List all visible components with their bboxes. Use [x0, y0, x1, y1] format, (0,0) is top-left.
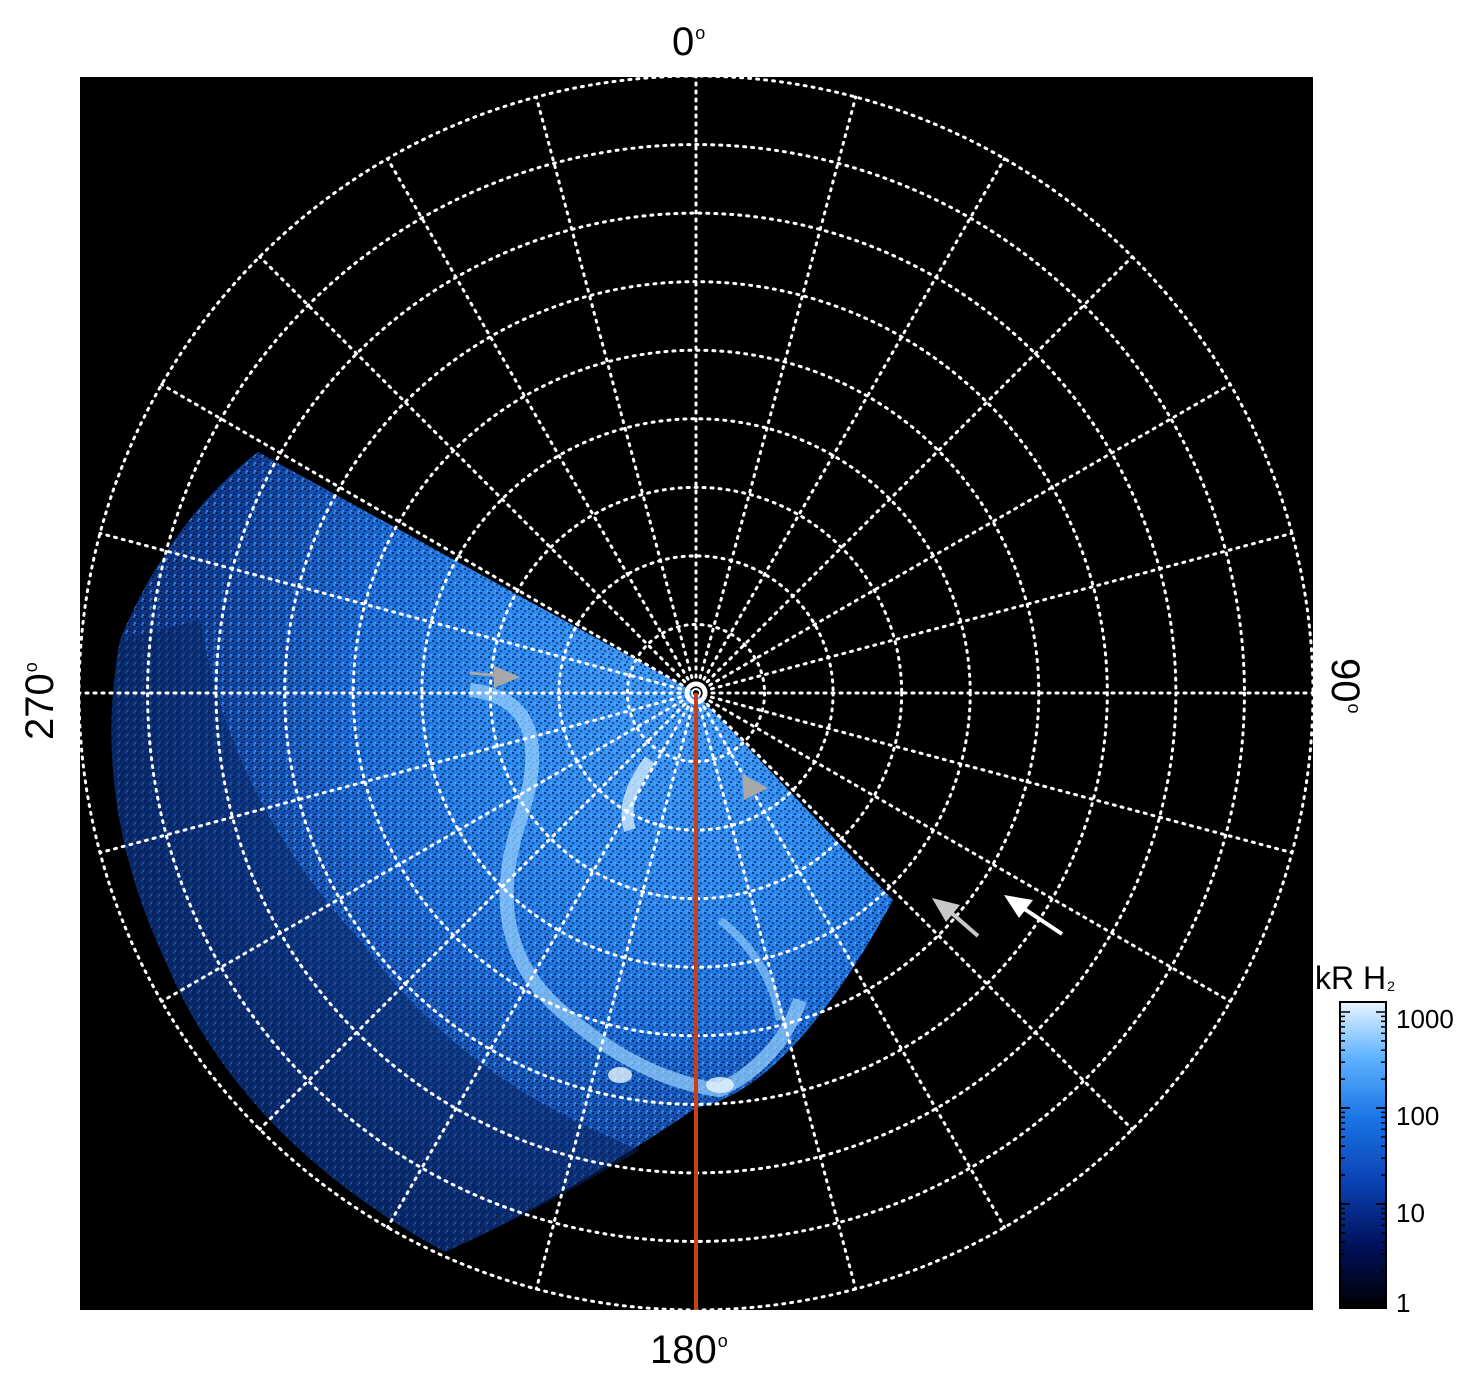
meridian-line	[694, 157, 1006, 695]
meridian-line	[98, 691, 698, 855]
meridian-line	[694, 691, 858, 1291]
colorbar	[1339, 1001, 1387, 1309]
dark-outer-region	[111, 620, 640, 1252]
colorbar-title: kR H2	[1315, 960, 1395, 996]
meridian-line	[694, 383, 1232, 695]
gray-arrow	[932, 898, 980, 938]
colorbar-tick-label: 1	[1396, 1288, 1411, 1318]
meridian-line	[98, 531, 698, 695]
colorbar-tick-label: 100	[1396, 1101, 1440, 1131]
latitude-circle	[146, 143, 1246, 1243]
azimuth-label-180: 180o	[650, 1328, 728, 1372]
azimuth-label-270: 270o	[18, 662, 62, 740]
arrowhead-marker	[469, 666, 520, 688]
arrowhead-marker	[742, 774, 768, 800]
bright-spot	[608, 1067, 632, 1083]
meridian-line	[694, 531, 1294, 695]
colorbar-tick-label: 10	[1396, 1198, 1425, 1228]
meridian-line	[386, 157, 698, 695]
meridian-line	[258, 691, 698, 1131]
auroral-arc-secondary	[717, 916, 784, 1021]
meridian-line	[160, 383, 698, 695]
meridian-line	[694, 691, 1294, 855]
azimuth-label-90: 90o	[1323, 658, 1367, 714]
meridian-line	[694, 95, 858, 695]
meridian-line	[160, 691, 698, 1003]
meridian-line	[694, 255, 1134, 695]
colorbar-tick-label: 1000	[1396, 1004, 1454, 1034]
meridian-line	[694, 691, 1232, 1003]
meridian-line	[534, 691, 698, 1291]
auroral-arc-inner	[621, 756, 655, 832]
bright-spot	[706, 1077, 734, 1093]
azimuth-label-0: 0o	[672, 20, 706, 64]
meridian-line	[386, 691, 698, 1229]
meridian-line	[534, 95, 698, 695]
meridian-line	[258, 255, 698, 695]
auroral-main-oval	[469, 683, 807, 1098]
white-arrow	[1004, 895, 1064, 936]
meridian-line	[694, 691, 1134, 1131]
